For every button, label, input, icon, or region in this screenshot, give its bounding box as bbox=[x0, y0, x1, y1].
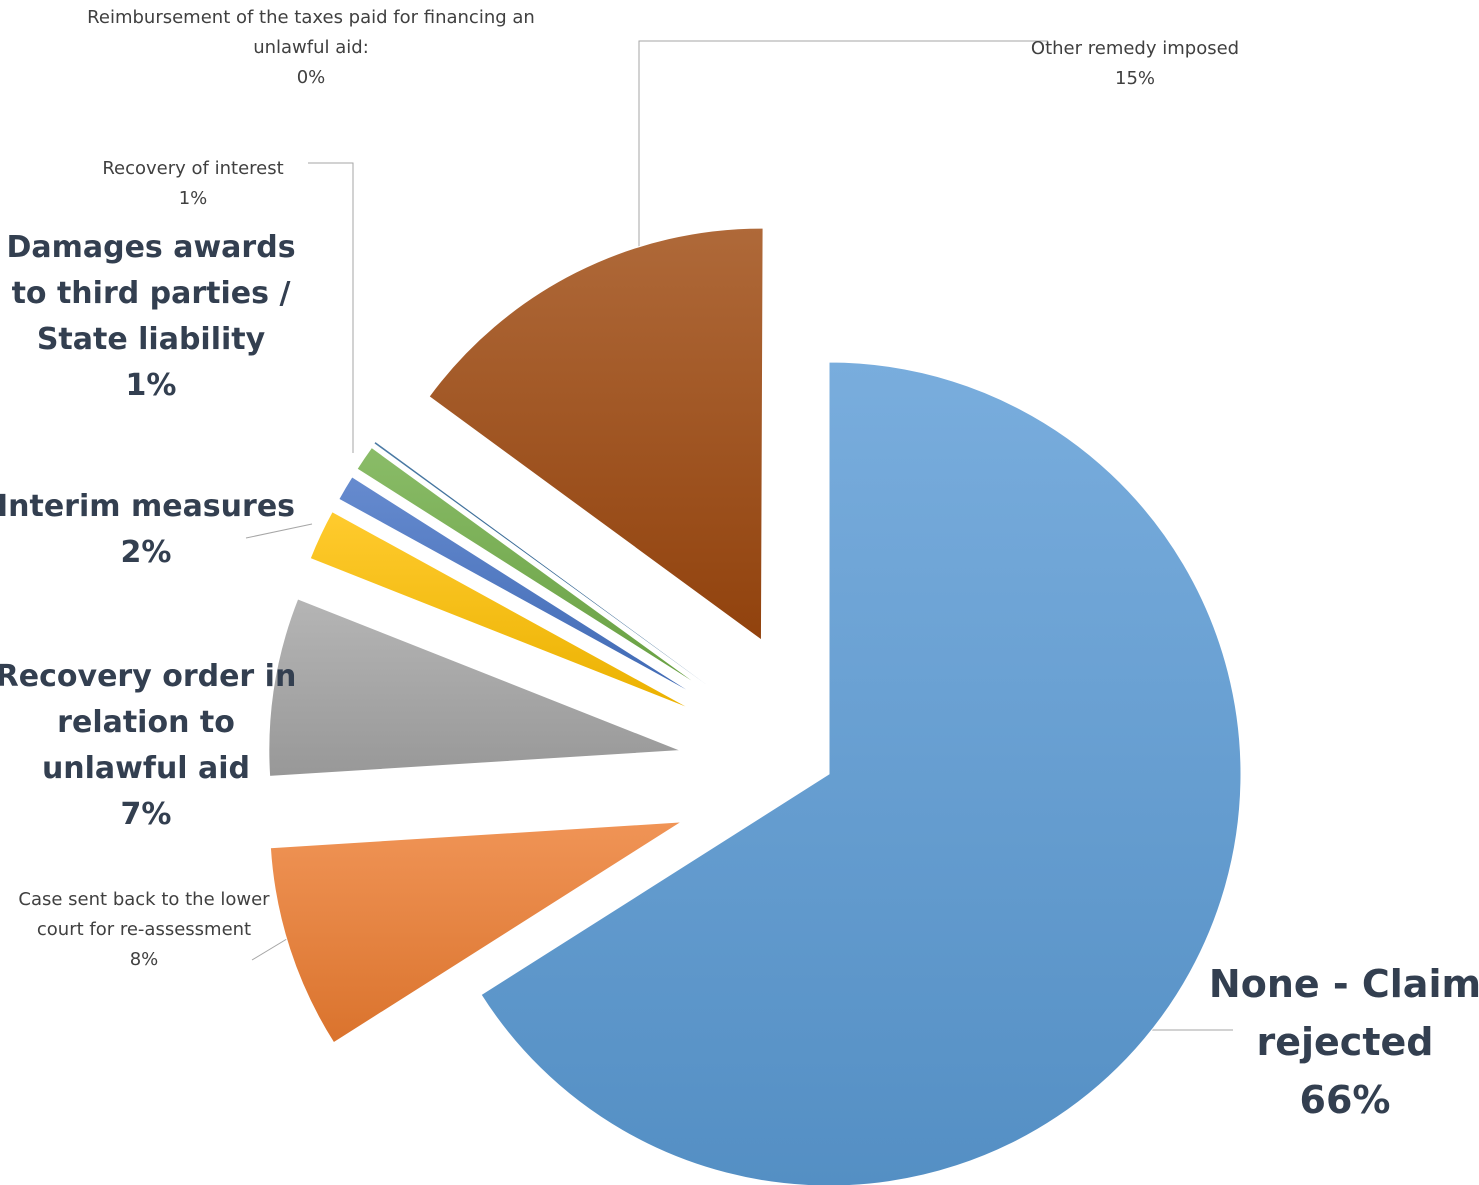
pie-slice-8 bbox=[428, 227, 764, 642]
slice-value-label: 15% bbox=[1114, 68, 1156, 89]
slice-label-text: Recovery of interest bbox=[102, 158, 284, 179]
slice-label-text: unlawful aid bbox=[41, 751, 251, 786]
slice-value-label: 7% bbox=[120, 797, 172, 832]
slice-label-text: court for re-assessment bbox=[36, 919, 252, 940]
pie-slice-3 bbox=[268, 598, 682, 777]
slice-value-label: 0% bbox=[296, 67, 326, 88]
slice-label-text: unlawful aid: bbox=[253, 37, 369, 58]
leader-line-4 bbox=[245, 523, 313, 539]
slice-label-text: Case sent back to the lower bbox=[18, 889, 270, 910]
slice-label-text: Other remedy imposed bbox=[1030, 38, 1240, 59]
slice-label-text: Damages awards bbox=[6, 230, 296, 265]
slice-label-text: None - Claim bbox=[1208, 962, 1479, 1006]
slice-label-2: Case sent back to the lower court for re-… bbox=[18, 885, 269, 975]
leader-line-8 bbox=[638, 40, 1048, 262]
slice-value-label: 1% bbox=[125, 368, 177, 403]
pie-slice-5 bbox=[338, 476, 701, 699]
slice-label-text: Recovery order in bbox=[0, 659, 297, 694]
slice-value-label: 8% bbox=[129, 949, 159, 970]
slice-label-7: Reimbursement of the taxes paid for fina… bbox=[87, 3, 535, 93]
slice-value-label: 1% bbox=[178, 188, 208, 209]
slice-label-text: relation to bbox=[57, 705, 235, 740]
leader-line-6 bbox=[308, 162, 354, 453]
slice-label-text: rejected bbox=[1256, 1020, 1434, 1064]
pie-slice-2 bbox=[269, 821, 682, 1044]
pie-slice-1 bbox=[480, 361, 1242, 1185]
slice-label-6: Recovery of interest 1% bbox=[102, 154, 283, 214]
slice-label-text: to third parties / bbox=[11, 276, 291, 311]
pie-slice-6 bbox=[356, 446, 706, 691]
slice-label-text: Interim measures bbox=[0, 489, 296, 524]
slice-label-1: None - Claim rejected 66% bbox=[1209, 955, 1479, 1129]
slice-label-3: Recovery order in relation to unlawful aid… bbox=[0, 654, 296, 838]
pie-slices bbox=[268, 227, 1242, 1185]
slice-value-label: 2% bbox=[120, 535, 172, 570]
pie-slice-4 bbox=[309, 510, 694, 711]
slice-label-5: Damages awards to third parties / State li… bbox=[6, 225, 295, 409]
slice-label-8: Other remedy imposed 15% bbox=[1031, 34, 1239, 94]
slice-label-text: Reimbursement of the taxes paid for fina… bbox=[87, 7, 535, 28]
slice-value-label: 66% bbox=[1299, 1078, 1391, 1122]
slice-label-4: Interim measures 2% bbox=[0, 484, 295, 576]
slice-label-text: State liability bbox=[36, 322, 266, 357]
pie-slice-7 bbox=[374, 442, 708, 686]
